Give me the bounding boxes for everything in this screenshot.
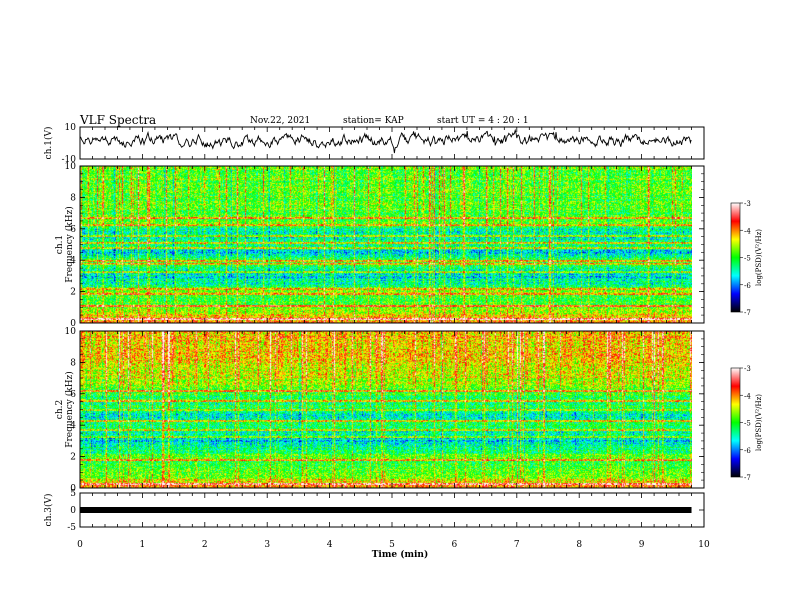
ch3-waveform-trace [80, 507, 692, 513]
date-label: Nov.22, 2021 [250, 116, 310, 126]
y-tick-label: -10 [62, 155, 77, 165]
ch3-waveform-frame [79, 492, 705, 528]
y-axis-label: ch.1Frequency (kHz) [55, 206, 75, 283]
colorbar-label: log(PSD)(V²/Hz) [755, 394, 763, 451]
x-tick-label: 4 [327, 540, 333, 550]
station-label: station= KAP [343, 116, 404, 126]
ch1-spectrogram-panel: 0 2 4 6 8 10 ch.1Frequency (kHz) -7 -6 -5 -4 -3 log(… [55, 162, 763, 329]
y-tick-label: 10 [65, 123, 77, 133]
x-tick-label: 8 [576, 540, 582, 550]
y-tick-label: 10 [65, 162, 77, 172]
ch2-spectrogram-frame [79, 330, 705, 489]
y-axis-label: ch.1(V) [43, 127, 54, 160]
y-tick-label: 6 [70, 390, 76, 400]
y-tick-label: 8 [70, 358, 76, 368]
y-tick-label: 0 [70, 506, 76, 516]
x-tick-label: 9 [639, 540, 645, 550]
ch2-spectrogram-colorbar [730, 367, 741, 478]
y-tick-label: 4 [70, 421, 76, 431]
x-tick-label: 7 [514, 540, 520, 550]
y-tick-label: 2 [70, 288, 76, 298]
colorbar-tick-label: -7 [744, 309, 751, 317]
y-tick-label: 4 [70, 256, 76, 266]
ch2-spectrogram-raster [80, 331, 692, 488]
start-time-label: start UT = 4 : 20 : 1 [437, 116, 529, 126]
colorbar-label: log(PSD)(V²/Hz) [755, 229, 763, 286]
ch1-spectrogram-raster [80, 166, 692, 323]
colorbar-tick-label: -3 [744, 365, 751, 373]
y-tick-label: 8 [70, 193, 76, 203]
x-tick-label: 2 [202, 540, 208, 550]
ch1-waveform-trace [79, 128, 692, 154]
colorbar-tick-label: -6 [744, 447, 751, 455]
y-tick-label: 0 [70, 484, 76, 494]
colorbar-tick-label: -5 [744, 255, 751, 263]
ch3-waveform-panel: 5 0 -5 ch.3(V) [43, 489, 705, 533]
ch1-waveform-frame [79, 126, 705, 160]
time-axis: 0 1 2 3 4 5 6 7 8 9 10 [77, 540, 710, 550]
x-tick-label: 0 [77, 540, 83, 550]
colorbar-tick-label: -4 [744, 392, 751, 400]
x-tick-label: 3 [264, 540, 270, 550]
y-tick-label: 2 [70, 453, 76, 463]
ch1-spectrogram-frame [79, 165, 705, 324]
x-tick-label: 5 [389, 540, 395, 550]
y-axis-label: ch.3(V) [43, 494, 54, 527]
colorbar-tick-label: -6 [744, 282, 751, 290]
ch1-waveform-panel: 10 -10 ch.1(V) [43, 123, 705, 165]
ch1-spectrogram-colorbar [730, 202, 741, 313]
ch2-spectrogram-panel: 0 2 4 6 8 10 ch.2Frequency (kHz) -7 -6 -5 -4 -3 log(… [55, 327, 763, 494]
y-axis-label: ch.2Frequency (kHz) [55, 371, 75, 448]
x-tick-label: 1 [140, 540, 146, 550]
colorbar-tick-label: -3 [744, 200, 751, 208]
figure-title: VLF Spectra [79, 113, 156, 127]
colorbar-tick-label: -4 [744, 227, 751, 235]
y-tick-label: -5 [67, 523, 76, 533]
y-tick-label: 10 [65, 327, 77, 337]
x-tick-label: 6 [452, 540, 458, 550]
y-tick-label: 6 [70, 225, 76, 235]
x-axis-label: Time (min) [372, 549, 429, 560]
y-tick-label: 5 [70, 489, 76, 499]
x-tick-label: 10 [698, 540, 710, 550]
y-tick-label: 0 [70, 319, 76, 329]
colorbar-tick-label: -7 [744, 474, 751, 482]
colorbar-tick-label: -5 [744, 420, 751, 428]
